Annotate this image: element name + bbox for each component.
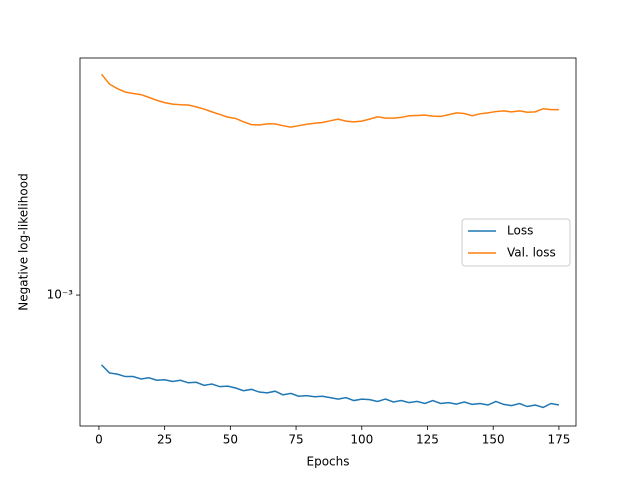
x-tick-label: 75 [288,433,303,447]
x-axis-label: Epochs [307,455,350,469]
series-line [100,73,559,128]
series-line [101,364,560,409]
y-axis-label: Negative log-likelihood [17,173,31,310]
x-tick-label: 150 [482,433,505,447]
legend-label: Loss [507,224,533,238]
x-tick-label: 25 [157,433,172,447]
x-tick-label: 125 [416,433,439,447]
y-tick-label: 10⁻³ [47,288,74,302]
axes-frame [79,57,577,427]
x-tick-label: 100 [350,433,373,447]
legend-label: Val. loss [507,246,556,260]
x-tick-label: 0 [95,433,103,447]
x-tick-label: 50 [223,433,238,447]
x-tick-label: 175 [547,433,570,447]
